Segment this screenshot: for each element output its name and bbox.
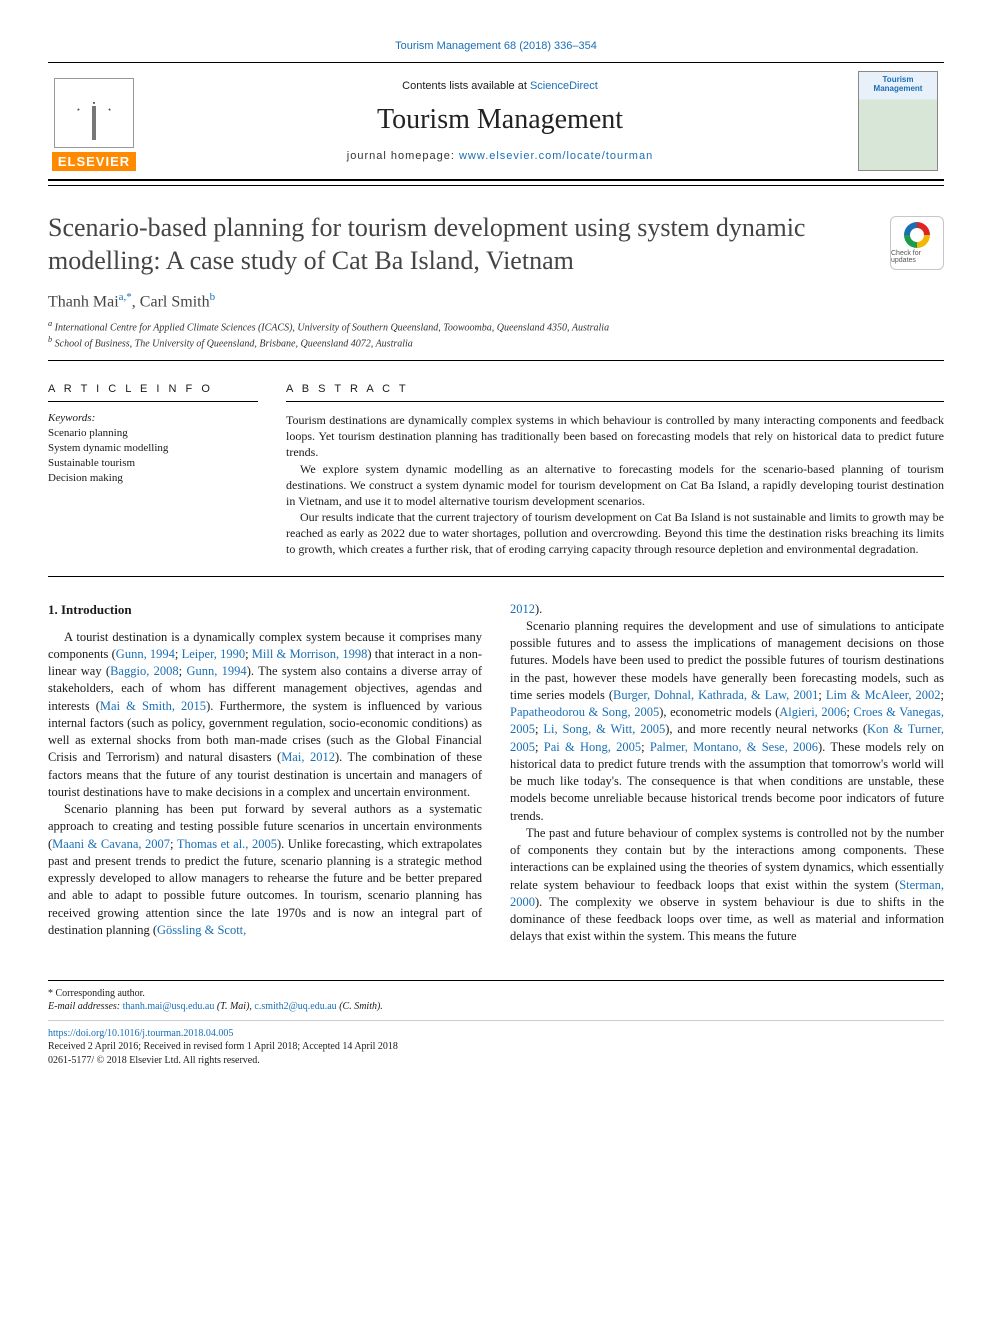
abstract-p2: We explore system dynamic modelling as a… <box>286 461 944 510</box>
keywords-heading: Keywords: <box>48 412 258 424</box>
keyword: Scenario planning <box>48 426 258 441</box>
article-title: Scenario-based planning for tourism deve… <box>48 212 874 277</box>
section-heading: 1. Introduction <box>48 601 482 619</box>
contents-line: Contents lists available at ScienceDirec… <box>402 80 598 92</box>
abstract-p1: Tourism destinations are dynamically com… <box>286 412 944 461</box>
header-rule <box>48 185 944 186</box>
page-footer: * Corresponding author. E-mail addresses… <box>48 980 944 1068</box>
cover-caption: Tourism Management <box>859 76 937 94</box>
sciencedirect-link[interactable]: ScienceDirect <box>530 80 598 92</box>
intro-col2-frag: 2012). <box>510 601 944 618</box>
article-info-heading: A R T I C L E I N F O <box>48 383 258 402</box>
copyright-line: 0261-5177/ © 2018 Elsevier Ltd. All righ… <box>48 1054 944 1068</box>
intro-p4: The past and future behaviour of complex… <box>510 825 944 946</box>
crossmark-badge[interactable]: Check for updates <box>890 216 944 270</box>
doi-link[interactable]: https://doi.org/10.1016/j.tourman.2018.0… <box>48 1028 233 1039</box>
abstract-heading: A B S T R A C T <box>286 383 944 402</box>
email-link-2[interactable]: c.smith2@uq.edu.au <box>254 1001 336 1012</box>
affiliation-a: International Centre for Applied Climate… <box>55 323 609 334</box>
authors-line: Thanh Maia,*, Carl Smithb <box>48 291 944 311</box>
contents-prefix: Contents lists available at <box>402 80 530 92</box>
journal-header-band: ELSEVIER Contents lists available at Sci… <box>48 62 944 181</box>
intro-p3: Scenario planning requires the developme… <box>510 618 944 825</box>
affiliations: a International Centre for Applied Clima… <box>48 319 944 361</box>
keywords-list: Scenario planning System dynamic modelli… <box>48 426 258 485</box>
corresponding-author: * Corresponding author. <box>48 987 944 1001</box>
keyword: Decision making <box>48 471 258 486</box>
email-link-1[interactable]: thanh.mai@usq.edu.au <box>123 1001 215 1012</box>
email-line: E-mail addresses: thanh.mai@usq.edu.au (… <box>48 1000 944 1014</box>
keyword: System dynamic modelling <box>48 441 258 456</box>
elsevier-tree-icon <box>54 78 134 148</box>
citation-header: Tourism Management 68 (2018) 336–354 <box>48 40 944 52</box>
crossmark-icon <box>904 222 930 248</box>
body-columns: 1. Introduction A tourist destination is… <box>48 601 944 946</box>
abstract-p3: Our results indicate that the current tr… <box>286 509 944 558</box>
intro-p1: A tourist destination is a dynamically c… <box>48 629 482 802</box>
publisher-brand: ELSEVIER <box>52 152 136 171</box>
publisher-logo: ELSEVIER <box>48 71 148 171</box>
keyword: Sustainable tourism <box>48 456 258 471</box>
journal-name: Tourism Management <box>377 104 623 136</box>
homepage-prefix: journal homepage: <box>347 150 459 162</box>
intro-p2: Scenario planning has been put forward b… <box>48 801 482 939</box>
email-name-1: (T. Mai), <box>214 1001 254 1012</box>
journal-cover-thumb: Tourism Management <box>852 71 944 171</box>
crossmark-label: Check for updates <box>891 250 943 264</box>
history-line: Received 2 April 2016; Received in revis… <box>48 1040 944 1054</box>
homepage-line: journal homepage: www.elsevier.com/locat… <box>347 150 653 162</box>
emails-label: E-mail addresses: <box>48 1001 120 1012</box>
homepage-link[interactable]: www.elsevier.com/locate/tourman <box>459 150 653 162</box>
affiliation-b: School of Business, The University of Qu… <box>55 338 413 349</box>
email-name-2: (C. Smith). <box>337 1001 383 1012</box>
